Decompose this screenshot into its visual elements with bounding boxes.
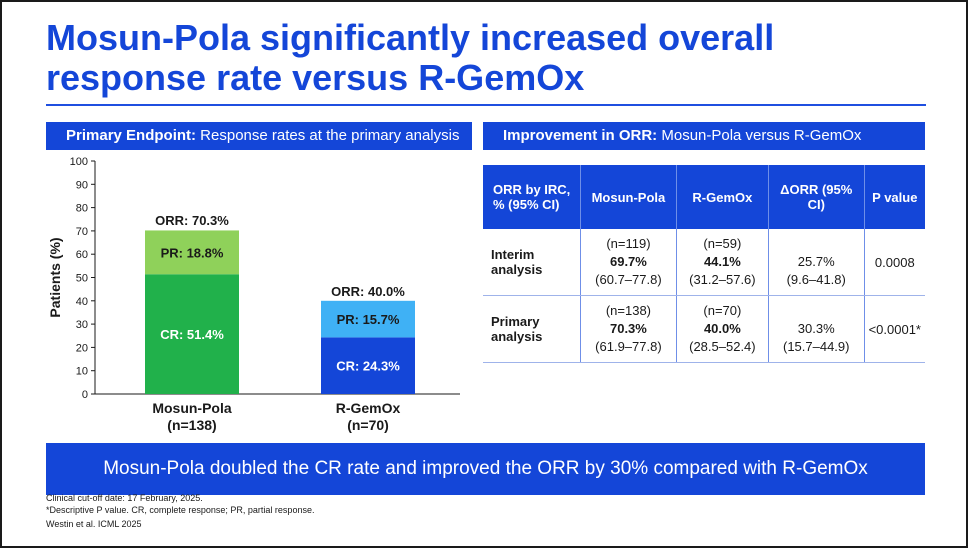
- table-row-primary: Primary analysis (n=138) 70.3% (61.9–77.…: [483, 296, 925, 363]
- y-tick-label: 40: [76, 296, 88, 308]
- y-tick-label: 60: [76, 249, 88, 261]
- cell-primary-rgemox: (n=70) 40.0% (28.5–52.4): [676, 296, 768, 363]
- bar-label-pr: PR: 15.7%: [337, 312, 400, 327]
- cell-primary-p: <0.0001*: [864, 296, 925, 363]
- bar-label-cr: CR: 51.4%: [160, 327, 224, 342]
- header-mosun-pola: Mosun-Pola: [580, 165, 676, 229]
- bar-label-cr: CR: 24.3%: [336, 359, 400, 374]
- y-axis-title: Patients (%): [47, 237, 63, 317]
- orr-table: ORR by IRC, % (95% CI) Mosun-Pola R-GemO…: [483, 165, 925, 363]
- x-category-n-label: (n=70): [347, 417, 389, 433]
- y-tick-label: 50: [76, 273, 88, 285]
- cell-ci: (15.7–44.9): [773, 338, 860, 356]
- row-label-primary: Primary analysis: [483, 296, 580, 363]
- y-tick-label: 70: [76, 226, 88, 238]
- cell-n: (n=119): [585, 235, 672, 253]
- y-tick-label: 30: [76, 319, 88, 331]
- x-category-label: Mosun-Pola: [152, 400, 232, 416]
- cell-n: (n=138): [585, 302, 672, 320]
- row-label-interim: Interim analysis: [483, 229, 580, 296]
- header-orr-by-irc: ORR by IRC, % (95% CI): [483, 165, 580, 229]
- cell-ci: (9.6–41.8): [773, 271, 860, 289]
- cell-value: 40.0%: [704, 321, 741, 336]
- cell-interim-p: 0.0008: [864, 229, 925, 296]
- footnote-cutoff: Clinical cut-off date: 17 February, 2025…: [46, 493, 203, 503]
- cell-n: (n=70): [681, 302, 764, 320]
- orr-improvement-label: Improvement in ORR:: [503, 127, 657, 144]
- footnote-definitions: *Descriptive P value. CR, complete respo…: [46, 505, 314, 515]
- table-row-interim: Interim analysis (n=119) 69.7% (60.7–77.…: [483, 229, 925, 296]
- y-tick-label: 90: [76, 179, 88, 191]
- orr-improvement-header: Improvement in ORR: Mosun-Pola versus R-…: [483, 122, 925, 150]
- cell-value: 25.7%: [773, 253, 860, 271]
- cell-interim-delta: 25.7% (9.6–41.8): [768, 229, 864, 296]
- cell-interim-rgemox: (n=59) 44.1% (31.2–57.6): [676, 229, 768, 296]
- y-tick-label: 10: [76, 366, 88, 378]
- cell-value: 44.1%: [704, 254, 741, 269]
- bar-total-label: ORR: 70.3%: [155, 213, 229, 228]
- orr-improvement-text: Mosun-Pola versus R-GemOx: [657, 127, 861, 144]
- bar-label-pr: PR: 18.8%: [161, 245, 224, 260]
- cell-value: 30.3%: [773, 320, 860, 338]
- cell-primary-delta: 30.3% (15.7–44.9): [768, 296, 864, 363]
- y-tick-label: 80: [76, 203, 88, 215]
- response-rate-chart: 0 10 20 30 40 50 60 70 80 90 100 Patients (%) CR: 51…: [2, 2, 482, 442]
- x-category-n-label: (n=138): [167, 417, 216, 433]
- footnote-reference: Westin et al. ICML 2025: [46, 519, 142, 529]
- header-p-value: P value: [864, 165, 925, 229]
- header-delta-orr: ΔORR (95% CI): [768, 165, 864, 229]
- cell-ci: (31.2–57.6): [681, 271, 764, 289]
- y-tick-label: 0: [82, 389, 88, 401]
- cell-n: (n=59): [681, 235, 764, 253]
- bar-total-label: ORR: 40.0%: [331, 284, 405, 299]
- cell-value: 70.3%: [610, 321, 647, 336]
- cell-interim-mosun: (n=119) 69.7% (60.7–77.8): [580, 229, 676, 296]
- slide-frame: Mosun-Pola significantly increased overa…: [0, 0, 968, 548]
- cell-ci: (60.7–77.8): [585, 271, 672, 289]
- cell-ci: (28.5–52.4): [681, 338, 764, 356]
- cell-ci: (61.9–77.8): [585, 338, 672, 356]
- y-tick-label: 100: [70, 156, 88, 168]
- conclusion-banner: Mosun-Pola doubled the CR rate and impro…: [46, 443, 925, 495]
- y-tick-label: 20: [76, 342, 88, 354]
- orr-table-header-row: ORR by IRC, % (95% CI) Mosun-Pola R-GemO…: [483, 165, 925, 229]
- cell-value: 69.7%: [610, 254, 647, 269]
- cell-primary-mosun: (n=138) 70.3% (61.9–77.8): [580, 296, 676, 363]
- x-category-label: R-GemOx: [336, 400, 401, 416]
- header-r-gemox: R-GemOx: [676, 165, 768, 229]
